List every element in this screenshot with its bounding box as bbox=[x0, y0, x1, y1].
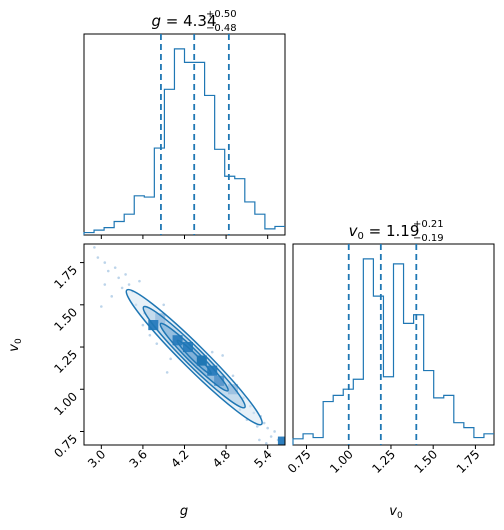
scatter-point bbox=[255, 425, 259, 428]
scatter-point bbox=[231, 374, 235, 378]
contour-line-0 bbox=[176, 339, 212, 375]
v0-quantile-lines bbox=[347, 244, 418, 445]
scatter-point bbox=[96, 256, 100, 259]
g-title-minus: −0.48 bbox=[206, 23, 237, 34]
joint-x-tick-label-2: 4.2 bbox=[168, 447, 191, 470]
scatter-point bbox=[117, 276, 120, 280]
v0-x-ticks: 0.75 1.00 1.25 1.50 1.75 bbox=[285, 445, 483, 476]
joint-x-tick-label-4: 5.4 bbox=[251, 447, 274, 470]
v0-hist-tick-label-1: 1.00 bbox=[327, 447, 356, 476]
v0-histogram-steps bbox=[292, 258, 494, 445]
scatter-point bbox=[141, 323, 145, 327]
g-v0-contour-panel: 3.0 3.6 4.2 4.8 5.4 0.75 1.00 1.25 1.50 1.75 g v… bbox=[7, 243, 286, 519]
scatter-point bbox=[124, 273, 127, 276]
joint-x-axis-label: g bbox=[180, 504, 188, 519]
scatter-point bbox=[103, 283, 107, 286]
joint-x-tick-label-1: 3.6 bbox=[127, 447, 150, 470]
scatter-point bbox=[258, 438, 261, 442]
joint-y-tick-label-0: 0.75 bbox=[51, 432, 80, 461]
scatter-point bbox=[103, 261, 107, 264]
v0-histogram-frame bbox=[292, 243, 495, 446]
density-cell bbox=[227, 384, 239, 395]
scatter-point bbox=[221, 354, 224, 357]
g-title-median: 4.34 bbox=[183, 12, 216, 30]
joint-y-tick-label-2: 1.25 bbox=[51, 347, 80, 376]
contour-line-3 bbox=[125, 288, 263, 426]
joint-y-label-symbol: v bbox=[7, 344, 22, 352]
scatter-point bbox=[210, 350, 214, 354]
v0-histogram-panel: 0.75 1.00 1.25 1.50 1.75 v0 = 1.19 +0.21 −0.… bbox=[285, 219, 495, 521]
scatter-point bbox=[106, 269, 110, 273]
joint-y-tick-label-3: 1.50 bbox=[51, 305, 80, 334]
v0-title-plus: +0.21 bbox=[413, 219, 444, 230]
scatter-point bbox=[113, 266, 117, 269]
v0-x-label-sub: 0 bbox=[397, 511, 403, 521]
joint-contour-lines bbox=[125, 288, 263, 426]
scatter-point bbox=[264, 442, 268, 445]
v0-title-symbol: v bbox=[349, 222, 359, 240]
joint-density-fill bbox=[126, 289, 263, 425]
scatter-point bbox=[138, 279, 141, 283]
v0-title-sub: 0 bbox=[358, 231, 364, 242]
g-histogram-ticks bbox=[100, 235, 269, 239]
v0-hist-tick-label-4: 1.75 bbox=[454, 447, 483, 476]
scatter-point bbox=[148, 333, 152, 337]
density-cell bbox=[214, 375, 225, 386]
joint-y-tick-label-1: 1.00 bbox=[51, 389, 80, 418]
joint-x-ticks: 3.0 3.6 4.2 4.8 5.4 bbox=[85, 445, 275, 471]
scatter-point bbox=[269, 435, 273, 438]
scatter-point bbox=[169, 357, 172, 361]
g-quantile-lines bbox=[160, 34, 230, 235]
joint-x-tick-label-3: 4.8 bbox=[210, 447, 233, 470]
density-cell bbox=[155, 313, 166, 324]
v0-x-axis-label: v0 bbox=[389, 504, 403, 521]
v0-hist-tick-label-0: 0.75 bbox=[285, 447, 314, 476]
scatter-point bbox=[100, 305, 103, 308]
v0-title-minus: −0.19 bbox=[413, 233, 444, 244]
scatter-point bbox=[273, 430, 276, 433]
g-histogram-panel: g = 4.34 +0.50 −0.48 bbox=[83, 9, 286, 239]
v0-hist-tick-label-2: 1.25 bbox=[369, 447, 398, 476]
g-title-symbol: g bbox=[151, 12, 161, 30]
v0-x-label-symbol: v bbox=[389, 504, 397, 519]
scatter-point bbox=[165, 371, 169, 374]
scatter-point bbox=[120, 286, 124, 290]
density-cell bbox=[207, 365, 218, 376]
joint-y-label-sub: 0 bbox=[14, 338, 24, 344]
scatter-point bbox=[266, 426, 269, 430]
g-panel-title: g = 4.34 bbox=[151, 12, 216, 30]
contour-line-1 bbox=[159, 322, 229, 392]
joint-y-axis-label: v0 bbox=[7, 338, 24, 352]
scatter-point bbox=[162, 303, 166, 307]
joint-y-ticks: 0.75 1.00 1.25 1.50 1.75 bbox=[51, 262, 84, 461]
joint-y-tick-label-4: 1.75 bbox=[51, 263, 80, 292]
scatter-point bbox=[262, 421, 266, 425]
joint-x-tick-label-0: 3.0 bbox=[85, 447, 108, 470]
v0-title-median: 1.19 bbox=[386, 222, 419, 240]
g-histogram-steps bbox=[83, 48, 285, 235]
v0-panel-title: v0 = 1.19 bbox=[349, 222, 420, 242]
g-title-plus: +0.50 bbox=[206, 9, 237, 20]
scatter-point bbox=[127, 283, 131, 286]
scatter-point bbox=[155, 342, 159, 345]
scatter-point bbox=[110, 295, 114, 298]
scatter-point bbox=[93, 246, 96, 249]
contour-line-2 bbox=[142, 305, 246, 409]
v0-hist-tick-label-3: 1.50 bbox=[412, 447, 441, 476]
density-cell bbox=[277, 436, 285, 445]
